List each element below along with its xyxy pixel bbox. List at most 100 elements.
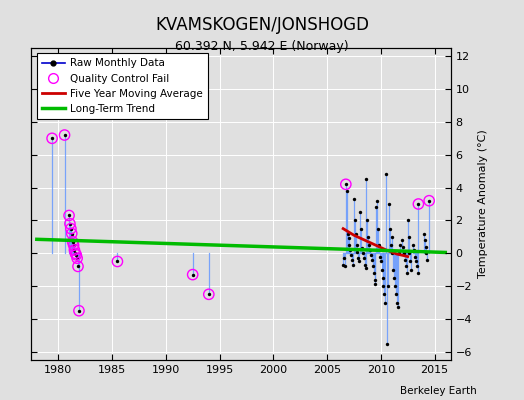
Point [369, 270, 378, 276]
Point [411, 258, 420, 265]
Point [75, 308, 83, 314]
Point [349, 262, 357, 268]
Point [396, 242, 404, 248]
Point [388, 250, 397, 256]
Point [381, 299, 389, 306]
Point [345, 242, 354, 248]
Point [401, 257, 409, 263]
Point [74, 263, 82, 270]
Point [352, 230, 360, 237]
Point [387, 234, 396, 240]
Point [394, 304, 402, 311]
Point [350, 196, 358, 202]
Point [66, 220, 74, 227]
Point [377, 266, 386, 273]
Point [339, 262, 347, 268]
Point [403, 217, 412, 224]
Point [413, 270, 422, 276]
Point [70, 247, 79, 253]
Point [71, 250, 80, 256]
Point [353, 248, 362, 255]
Point [425, 198, 433, 204]
Point [354, 255, 363, 261]
Point [362, 265, 370, 271]
Point [375, 242, 383, 248]
Point [366, 247, 374, 253]
Point [340, 255, 348, 261]
Point [412, 263, 421, 270]
Point [395, 250, 403, 256]
Point [65, 212, 73, 219]
Point [346, 247, 355, 253]
Point [406, 258, 414, 265]
Point [113, 258, 122, 265]
Point [343, 188, 351, 194]
Point [353, 242, 361, 248]
Point [392, 299, 401, 306]
Point [356, 209, 364, 216]
Point [73, 255, 81, 261]
Point [67, 226, 75, 232]
Point [204, 291, 213, 298]
Point [68, 230, 76, 237]
Point [398, 237, 407, 243]
Point [48, 135, 56, 142]
Point [60, 132, 69, 138]
Point [113, 258, 122, 265]
Point [367, 252, 375, 258]
Point [371, 281, 379, 288]
Point [73, 255, 81, 261]
Point [75, 308, 83, 314]
Point [358, 250, 367, 256]
Point [71, 250, 80, 256]
Point [347, 252, 355, 258]
Point [204, 291, 213, 298]
Point [414, 201, 422, 207]
Point [66, 220, 74, 227]
Point [344, 235, 353, 242]
Point [414, 201, 422, 207]
Point [378, 275, 387, 281]
Point [342, 181, 350, 188]
Legend: Raw Monthly Data, Quality Control Fail, Five Year Moving Average, Long-Term Tren: Raw Monthly Data, Quality Control Fail, … [37, 53, 208, 119]
Point [405, 234, 413, 240]
Point [402, 270, 411, 276]
Point [383, 340, 391, 347]
Point [421, 244, 430, 250]
Point [69, 238, 77, 245]
Point [365, 242, 374, 248]
Point [411, 253, 419, 260]
Text: Berkeley Earth: Berkeley Earth [400, 386, 477, 396]
Point [387, 242, 395, 248]
Point [363, 217, 372, 224]
Point [379, 283, 388, 289]
Point [355, 258, 364, 265]
Point [69, 238, 77, 245]
Point [372, 204, 380, 210]
Point [425, 198, 433, 204]
Point [189, 272, 197, 278]
Point [370, 276, 379, 283]
Point [410, 247, 418, 253]
Point [382, 171, 390, 178]
Point [380, 291, 388, 298]
Point [358, 245, 366, 252]
Point [69, 242, 78, 248]
Point [377, 258, 385, 265]
Point [423, 257, 431, 263]
Point [67, 226, 75, 232]
Point [386, 226, 394, 232]
Point [409, 242, 417, 248]
Point [68, 230, 76, 237]
Point [364, 234, 373, 240]
Point [72, 252, 81, 258]
Point [400, 250, 408, 256]
Point [359, 255, 368, 261]
Point [392, 291, 400, 298]
Point [390, 275, 398, 281]
Point [341, 263, 349, 270]
Point [357, 226, 365, 232]
Point [361, 262, 369, 268]
Text: 60.392 N, 5.942 E (Norway): 60.392 N, 5.942 E (Norway) [175, 40, 349, 53]
Point [60, 132, 69, 138]
